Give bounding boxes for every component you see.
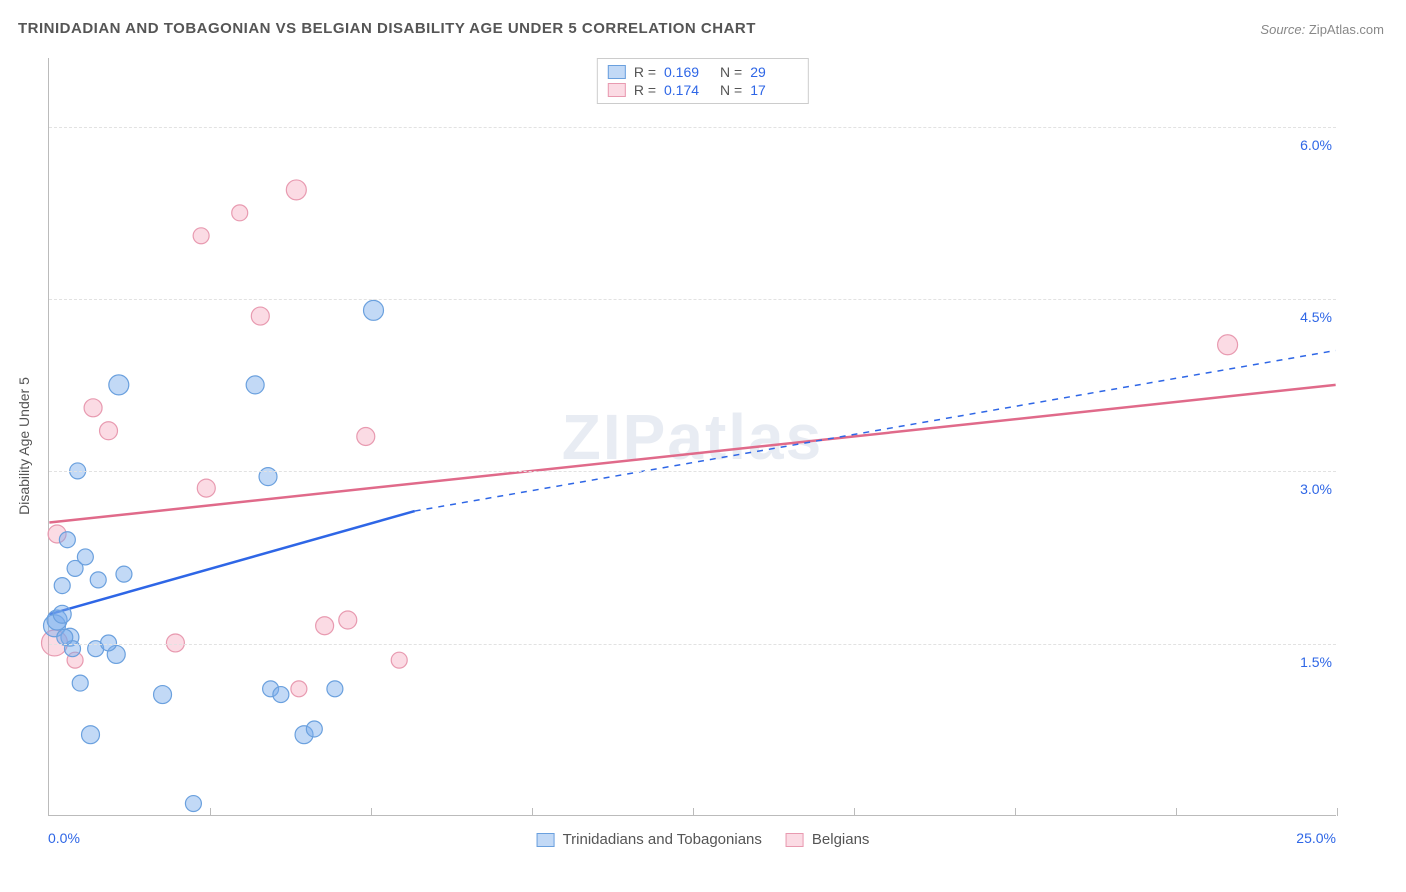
data-point bbox=[291, 681, 307, 697]
data-point bbox=[327, 681, 343, 697]
y-tick-label: 6.0% bbox=[1296, 137, 1336, 153]
chart-title: TRINIDADIAN AND TOBAGONIAN VS BELGIAN DI… bbox=[18, 20, 756, 37]
n-value: 17 bbox=[750, 82, 798, 98]
data-point bbox=[72, 675, 88, 691]
data-point bbox=[232, 205, 248, 221]
x-tick bbox=[854, 808, 855, 816]
data-point bbox=[273, 687, 289, 703]
source-value: ZipAtlas.com bbox=[1309, 22, 1384, 37]
x-tick bbox=[210, 808, 211, 816]
n-value: 29 bbox=[750, 64, 798, 80]
data-point bbox=[53, 605, 71, 623]
data-point bbox=[193, 228, 209, 244]
n-label: N = bbox=[720, 64, 742, 80]
y-tick-label: 3.0% bbox=[1296, 481, 1336, 497]
data-point bbox=[197, 479, 215, 497]
y-tick-label: 4.5% bbox=[1296, 309, 1336, 325]
scatter-plot bbox=[49, 58, 1336, 815]
x-tick bbox=[1015, 808, 1016, 816]
data-point bbox=[306, 721, 322, 737]
swatch-series-2 bbox=[786, 833, 804, 847]
r-value: 0.169 bbox=[664, 64, 712, 80]
r-label: R = bbox=[634, 82, 656, 98]
stats-row-1: R = 0.169 N = 29 bbox=[608, 63, 798, 81]
data-point bbox=[339, 611, 357, 629]
r-label: R = bbox=[634, 64, 656, 80]
stats-legend: R = 0.169 N = 29 R = 0.174 N = 17 bbox=[597, 58, 809, 104]
legend-label: Belgians bbox=[812, 831, 870, 848]
y-tick-label: 1.5% bbox=[1296, 654, 1336, 670]
r-value: 0.174 bbox=[664, 82, 712, 98]
swatch-series-2 bbox=[608, 83, 626, 97]
gridline bbox=[49, 127, 1336, 128]
data-point bbox=[391, 652, 407, 668]
data-point bbox=[59, 532, 75, 548]
x-tick bbox=[532, 808, 533, 816]
chart-source: Source: ZipAtlas.com bbox=[1260, 22, 1384, 37]
trend-line bbox=[49, 511, 414, 614]
swatch-series-1 bbox=[608, 65, 626, 79]
data-point bbox=[185, 796, 201, 812]
data-point bbox=[77, 549, 93, 565]
series-legend: Trinidadians and Tobagonians Belgians bbox=[537, 831, 870, 848]
data-point bbox=[316, 617, 334, 635]
data-point bbox=[116, 566, 132, 582]
x-axis-max-label: 25.0% bbox=[1296, 830, 1336, 846]
data-point bbox=[54, 578, 70, 594]
stats-row-2: R = 0.174 N = 17 bbox=[608, 81, 798, 99]
legend-item-2: Belgians bbox=[786, 831, 870, 848]
data-point bbox=[84, 399, 102, 417]
data-point bbox=[357, 428, 375, 446]
x-tick bbox=[1337, 808, 1338, 816]
x-tick bbox=[371, 808, 372, 816]
gridline bbox=[49, 471, 1336, 472]
data-point bbox=[100, 422, 118, 440]
data-point bbox=[364, 300, 384, 320]
gridline bbox=[49, 644, 1336, 645]
data-point bbox=[90, 572, 106, 588]
x-tick bbox=[1176, 808, 1177, 816]
legend-item-1: Trinidadians and Tobagonians bbox=[537, 831, 762, 848]
data-point bbox=[259, 468, 277, 486]
x-tick bbox=[693, 808, 694, 816]
data-point bbox=[1218, 335, 1238, 355]
source-label: Source: bbox=[1260, 22, 1305, 37]
trend-line bbox=[415, 350, 1336, 511]
data-point bbox=[82, 726, 100, 744]
y-axis-label: Disability Age Under 5 bbox=[16, 377, 32, 515]
plot-area: ZIPatlas 1.5%3.0%4.5%6.0% bbox=[48, 58, 1336, 816]
data-point bbox=[251, 307, 269, 325]
gridline bbox=[49, 299, 1336, 300]
swatch-series-1 bbox=[537, 833, 555, 847]
legend-label: Trinidadians and Tobagonians bbox=[563, 831, 762, 848]
data-point bbox=[154, 686, 172, 704]
data-point bbox=[286, 180, 306, 200]
trend-line bbox=[49, 385, 1335, 523]
data-point bbox=[109, 375, 129, 395]
data-point bbox=[246, 376, 264, 394]
x-axis-min-label: 0.0% bbox=[48, 830, 80, 846]
n-label: N = bbox=[720, 82, 742, 98]
